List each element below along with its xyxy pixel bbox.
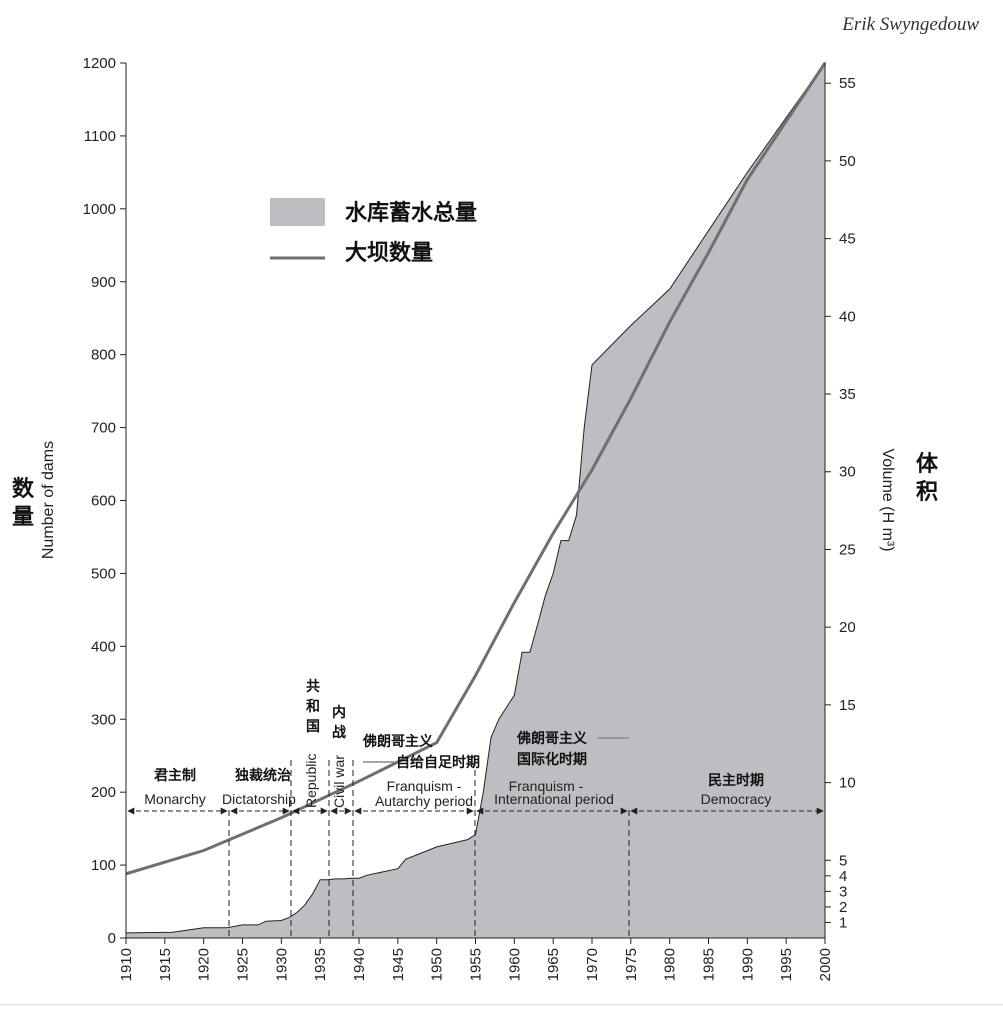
x-tick-label: 1960: [506, 948, 523, 981]
right-axis-title-en: Volume (H m³): [879, 448, 896, 551]
left-axis-ticks: 0 100 200 300 400 500 600 700 800 900 1000 1100 1200: [83, 55, 126, 947]
left-tick-label: 0: [108, 930, 116, 947]
x-tick-label: 1930: [273, 948, 290, 981]
x-tick-label: 1980: [662, 948, 679, 981]
x-tick-label: 1950: [429, 948, 446, 981]
right-tick-label: 30: [839, 464, 856, 481]
storage-area: [125, 61, 826, 939]
page-rule: [0, 1004, 1003, 1005]
right-tick-label: 10: [839, 775, 856, 792]
legend-line-label: 大坝数量: [345, 240, 433, 266]
author-name: Erik Swyngedouw: [842, 14, 979, 35]
period-monarchy-en: Monarchy: [144, 791, 205, 807]
x-tick-label: 1945: [390, 948, 407, 981]
period-republic-cn-1: 共: [306, 678, 320, 695]
right-tick-label: 1: [839, 914, 847, 931]
x-tick-label: 1955: [468, 948, 485, 981]
period-civilwar-cn-1: 内: [332, 704, 346, 721]
left-tick-label: 1000: [83, 201, 116, 218]
right-tick-label: 55: [839, 75, 856, 92]
x-tick-label: 1920: [196, 948, 213, 981]
x-tick-label: 1940: [351, 948, 368, 981]
left-tick-label: 1200: [83, 55, 116, 72]
period-autarchy-cn-1: 佛朗哥主义: [362, 733, 433, 750]
right-tick-label: 20: [839, 619, 856, 636]
period-republic-cn-2: 和: [306, 699, 320, 715]
x-tick-label: 1935: [312, 948, 329, 981]
period-republic-cn-3: 国: [306, 719, 320, 735]
x-tick-label: 1925: [235, 948, 252, 981]
period-intl-en-2: International period: [494, 791, 614, 807]
left-tick-label: 200: [91, 784, 116, 801]
period-intl-cn-2: 国际化时期: [517, 751, 587, 768]
period-dictatorship-cn: 独裁统治: [235, 767, 291, 784]
right-tick-label: 50: [839, 153, 856, 170]
right-tick-label: 35: [839, 386, 856, 403]
x-tick-label: 1990: [739, 948, 756, 981]
right-axis-title-cn-2: 积: [916, 480, 938, 505]
right-tick-label: 40: [839, 308, 856, 325]
period-civilwar-cn-2: 战: [332, 724, 346, 741]
x-tick-label: 1995: [778, 948, 795, 981]
legend-area-swatch: [270, 198, 325, 226]
left-axis-title-en: Number of dams: [40, 441, 57, 559]
x-tick-label: 1975: [623, 948, 640, 981]
period-democracy-cn: 民主时期: [708, 772, 764, 789]
legend-area-label: 水库蓄水总量: [345, 200, 477, 226]
period-dictatorship-en: Dictatorship: [222, 791, 296, 807]
left-axis-title-cn-1: 数: [12, 476, 35, 502]
x-axis-ticks: 1910 1915 1920 1925 1930 1935 1940 1945 1950 1955…: [118, 938, 834, 981]
period-civilwar-en: Civil war: [331, 755, 347, 808]
period-intl-en-1: Franquism -: [509, 778, 584, 794]
period-intl-cn-1: 佛朗哥主义: [516, 730, 587, 747]
left-tick-label: 100: [91, 857, 116, 874]
right-tick-label: 25: [839, 541, 856, 558]
left-tick-label: 600: [91, 493, 116, 510]
period-autarchy-cn-2: 自给自足时期: [396, 754, 480, 771]
x-tick-label: 1985: [701, 948, 718, 981]
x-tick-label: 1915: [157, 948, 174, 981]
right-axis-title-cn-1: 体: [916, 452, 939, 477]
right-tick-label: 2: [839, 899, 847, 916]
left-tick-label: 900: [91, 274, 116, 291]
left-tick-label: 500: [91, 565, 116, 582]
x-tick-label: 1965: [545, 948, 562, 981]
period-autarchy-en-1: Franquism -: [387, 778, 462, 794]
right-tick-label: 3: [839, 883, 847, 900]
period-republic-en: Republic: [303, 754, 319, 808]
left-tick-label: 800: [91, 347, 116, 364]
right-tick-label: 15: [839, 697, 856, 714]
period-democracy-en: Democracy: [701, 791, 772, 807]
left-axis-title-cn-2: 量: [12, 505, 34, 530]
period-autarchy-en-2: Autarchy period: [375, 793, 473, 809]
x-tick-label: 1970: [584, 948, 601, 981]
period-dividers: [228, 760, 630, 938]
x-tick-label: 1910: [118, 948, 135, 981]
period-monarchy-cn: 君主制: [153, 767, 196, 784]
right-tick-label: 5: [839, 852, 847, 869]
dams-line: [125, 62, 827, 876]
left-tick-label: 1100: [84, 128, 116, 145]
left-tick-label: 400: [91, 638, 116, 655]
left-tick-label: 700: [91, 420, 116, 437]
left-tick-label: 300: [91, 711, 116, 728]
right-tick-label: 4: [839, 868, 847, 885]
x-tick-label: 2000: [817, 948, 834, 981]
right-tick-label: 45: [839, 231, 856, 248]
